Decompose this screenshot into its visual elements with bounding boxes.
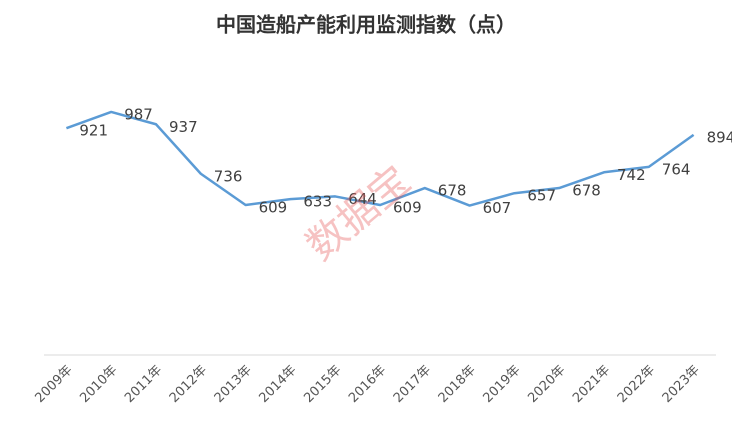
- x-tick-label: 2020年: [525, 363, 568, 406]
- value-label: 609: [393, 199, 422, 217]
- x-tick-label: 2022年: [615, 363, 658, 406]
- value-label: 657: [527, 187, 556, 205]
- x-tick-label: 2013年: [212, 363, 255, 406]
- value-label: 921: [79, 122, 108, 140]
- x-tick-label: 2009年: [33, 363, 76, 406]
- x-tick-label: 2016年: [346, 363, 389, 406]
- x-tick-label: 2023年: [660, 363, 703, 406]
- x-tick-label: 2018年: [436, 363, 479, 406]
- value-label: 894: [707, 128, 732, 146]
- x-tick-label: 2017年: [391, 363, 434, 406]
- plot: 2009年 2010年 2011年 2012年 2013年 2014年 2015年 2016年…: [33, 105, 732, 405]
- value-label: 987: [124, 105, 153, 123]
- value-label: 736: [214, 167, 243, 185]
- x-tick-label: 2021年: [570, 363, 613, 406]
- value-label: 678: [572, 182, 601, 200]
- x-tick-label: 2015年: [301, 363, 344, 406]
- data-line: [65, 110, 695, 207]
- value-label: 742: [617, 166, 646, 184]
- value-label: 609: [259, 199, 288, 217]
- x-tick-label: 2014年: [257, 363, 300, 406]
- value-label: 678: [438, 182, 467, 200]
- value-label: 644: [348, 190, 377, 208]
- x-tick-label: 2012年: [167, 363, 210, 406]
- value-label: 937: [169, 118, 198, 136]
- x-tick-label: 2011年: [122, 363, 165, 406]
- value-label: 633: [303, 193, 332, 211]
- chart-title: 中国造船产能利用监测指数（点）: [216, 13, 516, 37]
- x-tick-label: 2010年: [77, 363, 120, 406]
- value-label: 764: [662, 160, 691, 178]
- value-label: 607: [483, 199, 512, 217]
- x-tick-label: 2019年: [481, 363, 524, 406]
